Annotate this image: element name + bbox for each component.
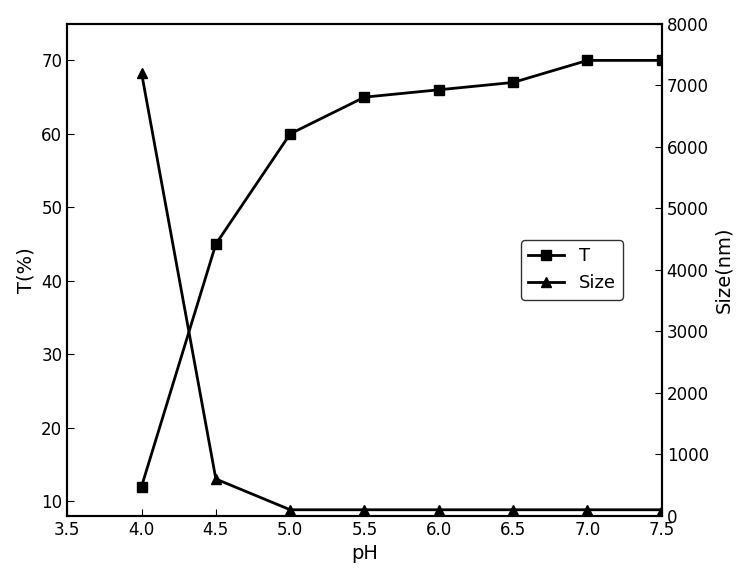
X-axis label: pH: pH xyxy=(351,545,378,563)
T xyxy=(434,86,443,93)
T xyxy=(286,130,295,137)
T xyxy=(360,93,369,100)
T xyxy=(583,57,592,64)
Line: T: T xyxy=(136,56,667,491)
T xyxy=(657,57,666,64)
Size xyxy=(211,476,220,483)
Y-axis label: T(%): T(%) xyxy=(16,247,36,293)
Size xyxy=(583,506,592,513)
Line: Size: Size xyxy=(136,68,667,514)
T xyxy=(509,79,518,86)
T xyxy=(137,483,146,490)
Size xyxy=(137,70,146,77)
Size xyxy=(360,506,369,513)
Size xyxy=(509,506,518,513)
Size xyxy=(286,506,295,513)
Legend: T, Size: T, Size xyxy=(521,240,623,299)
Size xyxy=(657,506,666,513)
T xyxy=(211,241,220,248)
Y-axis label: Size(nm): Size(nm) xyxy=(714,227,734,313)
Size xyxy=(434,506,443,513)
